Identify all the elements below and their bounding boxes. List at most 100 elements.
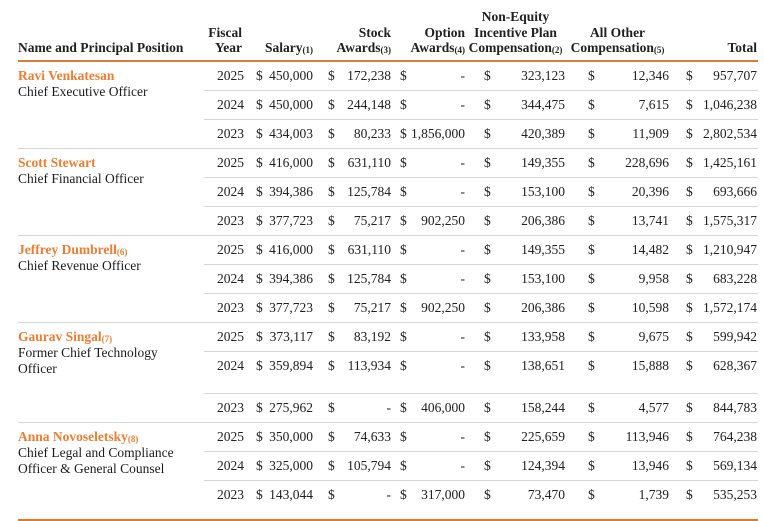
non_equity-cell: $420,389 xyxy=(466,118,566,148)
non_equity-cell: $206,386 xyxy=(466,205,566,235)
salary-cell: $377,723 xyxy=(252,292,314,322)
all_other-value: 4,577 xyxy=(638,399,669,415)
total-value: 535,253 xyxy=(713,486,757,502)
stock-value: 105,794 xyxy=(347,457,391,473)
option-value: - xyxy=(460,241,466,257)
comp-row: Anna Novoseletsky(8) Chief Legal and Comp… xyxy=(18,421,758,520)
column-header-name: Name and Principal Position xyxy=(18,5,204,62)
fiscal-year-cell: 2023 xyxy=(204,292,252,322)
footnote-marker: (1) xyxy=(302,45,314,55)
comp-row: 2023 $434,003 $80,233 $1,856,000 $420,389 $11… xyxy=(18,118,758,148)
dollar-sign: $ xyxy=(686,428,693,444)
fiscal-year-cell: 2025 xyxy=(217,67,244,83)
officer-cell: Anna Novoseletsky(8) Chief Legal and Comp… xyxy=(18,421,204,520)
stock-value: - xyxy=(386,486,392,502)
dollar-sign: $ xyxy=(484,357,491,373)
all_other-value: 10,598 xyxy=(631,299,669,315)
dollar-sign: $ xyxy=(484,270,491,286)
total-value: 1,425,161 xyxy=(703,154,757,170)
stock-cell: $83,192 xyxy=(314,321,392,351)
stock-cell: $75,217 xyxy=(314,205,392,235)
footnote-marker: (4) xyxy=(454,45,466,55)
total-cell: $2,802,534 xyxy=(670,118,758,148)
dollar-sign: $ xyxy=(328,357,335,373)
all_other-cell: $11,909 xyxy=(566,118,670,148)
dollar-sign: $ xyxy=(484,212,491,228)
option-cell: $ - xyxy=(392,421,466,451)
salary-value: 143,044 xyxy=(269,486,313,502)
stock-value: 631,110 xyxy=(347,154,391,170)
option-value: - xyxy=(460,357,466,373)
dollar-sign: $ xyxy=(328,241,335,257)
total-cell: $535,253 xyxy=(670,479,758,520)
dollar-sign: $ xyxy=(484,486,491,502)
officer-name: Anna Novoseletsky(8) xyxy=(18,428,139,444)
option-cell: $ - xyxy=(392,176,466,206)
total-value: 1,210,947 xyxy=(703,241,757,257)
option-cell: $ - xyxy=(392,263,466,293)
salary-value: 394,386 xyxy=(269,270,313,286)
dollar-sign: $ xyxy=(484,183,491,199)
option-cell: $ - xyxy=(392,234,466,264)
total-cell: $683,228 xyxy=(670,263,758,293)
stock-cell: $244,148 xyxy=(314,89,392,119)
dollar-sign: $ xyxy=(588,486,595,502)
salary-value: 350,000 xyxy=(269,428,313,444)
option-value: - xyxy=(460,67,466,83)
salary-cell: $416,000 xyxy=(252,234,314,264)
stock-value: - xyxy=(386,399,392,415)
dollar-sign: $ xyxy=(588,125,595,141)
total-cell: $1,210,947 xyxy=(670,234,758,264)
stock-value: 80,233 xyxy=(353,125,391,141)
all_other-value: 7,615 xyxy=(638,96,669,112)
dollar-sign: $ xyxy=(328,328,335,344)
option-cell: $406,000 xyxy=(392,392,466,422)
dollar-sign: $ xyxy=(484,457,491,473)
non_equity-value: 158,244 xyxy=(521,399,565,415)
dollar-sign: $ xyxy=(400,486,407,502)
total-cell: $1,046,238 xyxy=(670,89,758,119)
option-cell: $1,856,000 xyxy=(392,118,466,148)
dollar-sign: $ xyxy=(400,299,407,315)
total-value: 1,572,174 xyxy=(703,299,757,315)
non_equity-value: 323,123 xyxy=(521,67,565,83)
option-value: 902,250 xyxy=(421,212,465,228)
officer-title: Former Chief Technology Officer xyxy=(18,344,158,376)
dollar-sign: $ xyxy=(686,457,693,473)
total-cell: $957,707 xyxy=(670,61,758,91)
column-header-all_other: All Other Compensation(5) xyxy=(566,5,670,62)
salary-value: 434,003 xyxy=(269,125,313,141)
stock-value: 125,784 xyxy=(347,183,391,199)
dollar-sign: $ xyxy=(400,457,407,473)
officer-cell: Gaurav Singal(7) Former Chief Technology … xyxy=(18,321,204,422)
fiscal-year-cell: 2023 xyxy=(204,118,252,148)
dollar-sign: $ xyxy=(256,486,263,502)
footnote-marker: (5) xyxy=(653,45,665,55)
option-value: - xyxy=(460,328,466,344)
dollar-sign: $ xyxy=(686,183,693,199)
dollar-sign: $ xyxy=(588,241,595,257)
dollar-sign: $ xyxy=(588,154,595,170)
total-cell: $764,238 xyxy=(670,421,758,451)
officer-cell: Scott Stewart Chief Financial Officer xyxy=(18,147,204,235)
total-value: 764,238 xyxy=(713,428,757,444)
total-cell: $1,572,174 xyxy=(670,292,758,322)
comp-row: 2024 $394,386 $125,784 $ - $153,100 $20,396 $69… xyxy=(18,176,758,206)
fiscal-year-cell: 2025 xyxy=(204,234,252,264)
total-cell: $599,942 xyxy=(670,321,758,351)
dollar-sign: $ xyxy=(686,328,693,344)
non_equity-value: 73,470 xyxy=(527,486,565,502)
total-value: 957,707 xyxy=(713,67,757,83)
salary-cell: $325,000 xyxy=(252,450,314,480)
footnote-marker: (7) xyxy=(101,333,113,344)
comp-row: 2023 $275,962 $ - $406,000 $158,244 $4,577 $844… xyxy=(18,392,758,422)
footnote-marker: (3) xyxy=(380,45,392,55)
salary-cell: $416,000 xyxy=(252,147,314,177)
dollar-sign: $ xyxy=(400,357,407,373)
all_other-cell: $14,482 xyxy=(566,234,670,264)
option-value: 317,000 xyxy=(421,486,465,502)
option-value: 406,000 xyxy=(421,399,465,415)
dollar-sign: $ xyxy=(686,357,693,373)
all_other-cell: $228,696 xyxy=(566,147,670,177)
fiscal-year-cell: 2024 xyxy=(204,350,252,393)
